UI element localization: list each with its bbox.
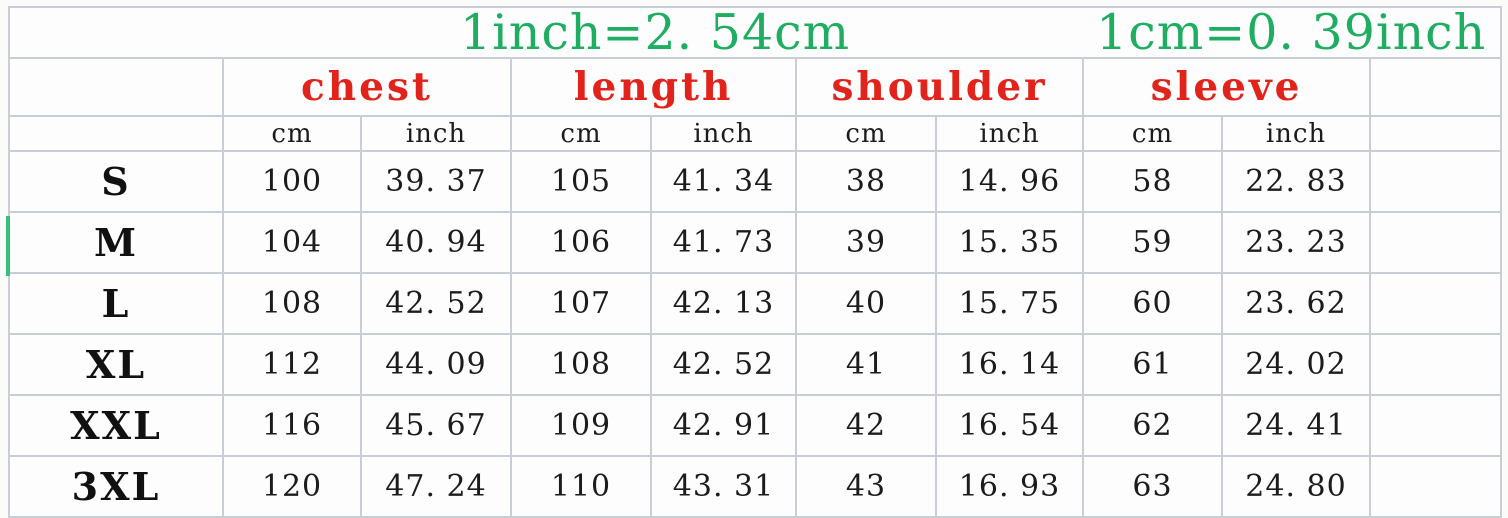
unit-label: inch: [650, 115, 797, 152]
value-cell: 59: [1082, 211, 1223, 274]
value-cell: 16. 93: [935, 455, 1084, 518]
value-cell: 106: [510, 211, 652, 274]
empty-cell: [8, 57, 224, 117]
value-cell: 41: [795, 333, 937, 396]
value-cell: 43: [795, 455, 937, 518]
row-highlight-marker: [6, 216, 10, 276]
conversion-row: 1inch=2. 54cm 1cm=0. 39inch: [7, 4, 1503, 61]
value-cell: 23. 62: [1221, 272, 1371, 335]
size-label: L: [8, 272, 224, 335]
value-cell: 60: [1082, 272, 1223, 335]
empty-cell: [1368, 455, 1503, 518]
unit-label: cm: [795, 115, 937, 152]
value-cell: 24. 02: [1221, 333, 1371, 396]
unit-label: inch: [935, 115, 1084, 152]
value-cell: 61: [1082, 333, 1223, 396]
value-cell: 108: [510, 333, 652, 396]
empty-cell: [1368, 272, 1503, 335]
value-cell: 22. 83: [1221, 150, 1371, 213]
value-cell: 24. 80: [1221, 455, 1371, 518]
empty-cell: [1368, 57, 1503, 117]
value-cell: 108: [222, 272, 362, 335]
value-cell: 14. 96: [935, 150, 1084, 213]
value-cell: 112: [222, 333, 362, 396]
group-header-row: chest length shoulder sleeve: [8, 57, 1503, 117]
unit-header-row: cm inch cm inch cm inch cm inch: [8, 115, 1503, 152]
cm-to-inch-note: 1cm=0. 39inch: [1096, 4, 1487, 61]
value-cell: 23. 23: [1221, 211, 1371, 274]
value-cell: 63: [1082, 455, 1223, 518]
value-cell: 15. 35: [935, 211, 1084, 274]
value-cell: 16. 54: [935, 394, 1084, 457]
value-cell: 100: [222, 150, 362, 213]
size-row-xxl: XXL 116 45. 67 109 42. 91 42 16. 54 62 2…: [8, 394, 1503, 457]
conversion-cell: 1inch=2. 54cm 1cm=0. 39inch: [7, 4, 1503, 61]
group-header-shoulder: shoulder: [795, 57, 1084, 117]
value-cell: 47. 24: [360, 455, 512, 518]
value-cell: 38: [795, 150, 937, 213]
value-cell: 41. 34: [650, 150, 797, 213]
value-cell: 42. 52: [650, 333, 797, 396]
empty-cell: [1368, 211, 1503, 274]
group-header-chest: chest: [222, 57, 512, 117]
value-cell: 39: [795, 211, 937, 274]
value-cell: 109: [510, 394, 652, 457]
value-cell: 110: [510, 455, 652, 518]
unit-label: cm: [1082, 115, 1223, 152]
value-cell: 41. 73: [650, 211, 797, 274]
size-label: 3XL: [8, 455, 224, 518]
value-cell: 116: [222, 394, 362, 457]
value-cell: 43. 31: [650, 455, 797, 518]
value-cell: 120: [222, 455, 362, 518]
size-row-s: S 100 39. 37 105 41. 34 38 14. 96 58 22.…: [8, 150, 1503, 213]
empty-cell: [1368, 394, 1503, 457]
value-cell: 42. 52: [360, 272, 512, 335]
group-header-sleeve: sleeve: [1082, 57, 1371, 117]
value-cell: 42. 91: [650, 394, 797, 457]
value-cell: 45. 67: [360, 394, 512, 457]
value-cell: 42: [795, 394, 937, 457]
value-cell: 42. 13: [650, 272, 797, 335]
value-cell: 40: [795, 272, 937, 335]
empty-cell: [1368, 115, 1503, 152]
value-cell: 16. 14: [935, 333, 1084, 396]
size-label: XL: [8, 333, 224, 396]
unit-label: inch: [1221, 115, 1371, 152]
inch-to-cm-note: 1inch=2. 54cm: [460, 4, 851, 61]
size-label: XXL: [8, 394, 224, 457]
size-row-m: M 104 40. 94 106 41. 73 39 15. 35 59 23.…: [8, 211, 1503, 274]
value-cell: 24. 41: [1221, 394, 1371, 457]
empty-cell: [1368, 333, 1503, 396]
value-cell: 40. 94: [360, 211, 512, 274]
empty-cell: [8, 115, 224, 152]
size-row-3xl: 3XL 120 47. 24 110 43. 31 43 16. 93 63 2…: [8, 455, 1503, 518]
value-cell: 105: [510, 150, 652, 213]
size-label: S: [8, 150, 224, 213]
size-row-xl: XL 112 44. 09 108 42. 52 41 16. 14 61 24…: [8, 333, 1503, 396]
size-chart-table: 1inch=2. 54cm 1cm=0. 39inch chest length…: [7, 4, 1503, 518]
group-header-length: length: [510, 57, 797, 117]
value-cell: 62: [1082, 394, 1223, 457]
value-cell: 107: [510, 272, 652, 335]
unit-label: cm: [510, 115, 652, 152]
size-label: M: [8, 211, 224, 274]
empty-cell: [1368, 150, 1503, 213]
size-row-l: L 108 42. 52 107 42. 13 40 15. 75 60 23.…: [8, 272, 1503, 335]
unit-label: cm: [222, 115, 362, 152]
value-cell: 104: [222, 211, 362, 274]
unit-label: inch: [360, 115, 512, 152]
value-cell: 39. 37: [360, 150, 512, 213]
value-cell: 15. 75: [935, 272, 1084, 335]
value-cell: 44. 09: [360, 333, 512, 396]
value-cell: 58: [1082, 150, 1223, 213]
